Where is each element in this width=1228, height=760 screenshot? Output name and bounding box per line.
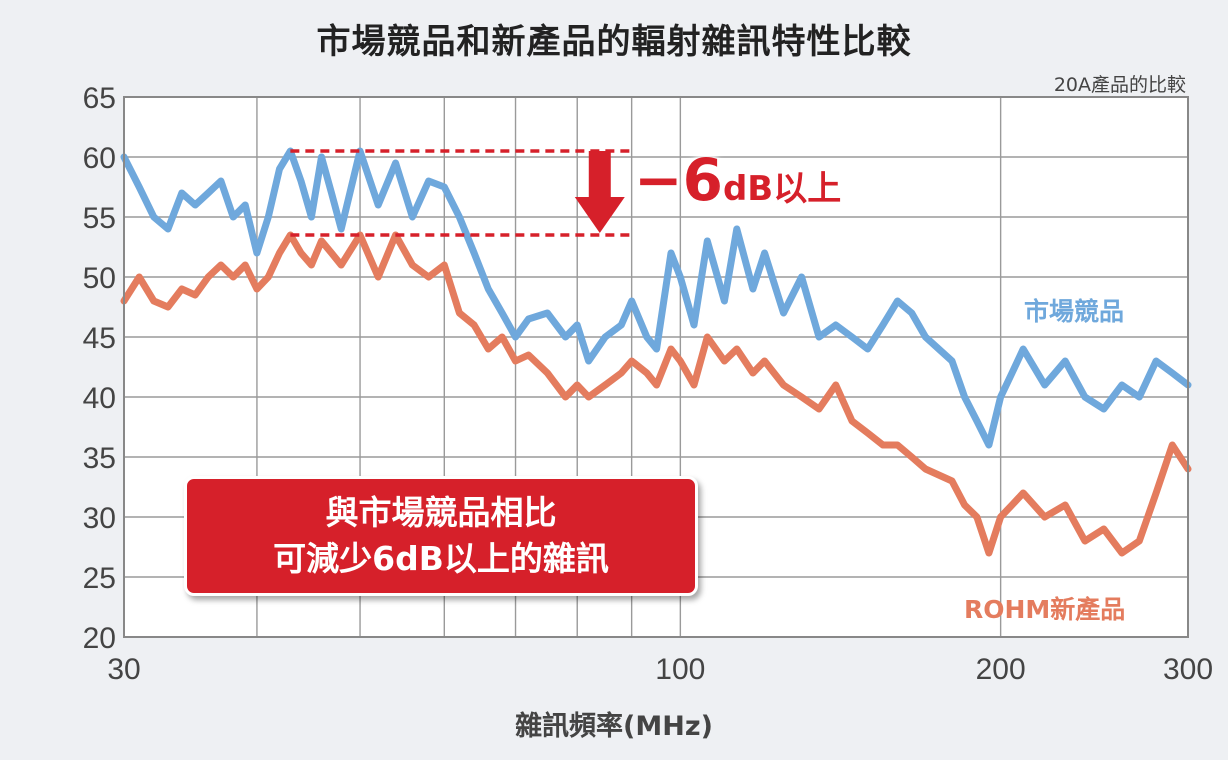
reduction-arrow-head — [574, 197, 625, 233]
legend-rohm-product: ROHM新產品 — [964, 595, 1126, 624]
y-tick-label: 25 — [83, 562, 116, 595]
annotation-layer — [290, 149, 632, 237]
callout-line-1: 與市場競品相比 — [325, 493, 557, 532]
y-tick-label: 20 — [83, 622, 116, 655]
x-tick-label: 100 — [655, 653, 705, 686]
series-line-1 — [120, 231, 1192, 557]
x-axis-label: 雜訊頻率(MHz) — [515, 711, 713, 742]
legend-market-product: 市場競品 — [1024, 297, 1125, 326]
reduction-value: −6 — [634, 146, 723, 214]
chart-subtitle: 20A產品的比較 — [1053, 74, 1186, 96]
y-tick-label: 35 — [83, 442, 116, 475]
callout-box: 與市場競品相比 可減少6dB以上的雜訊 — [184, 476, 698, 596]
y-tick-label: 65 — [83, 82, 116, 115]
series-line-0 — [120, 147, 1192, 449]
x-tick-label: 300 — [1163, 653, 1213, 686]
y-tick-label: 45 — [83, 322, 116, 355]
x-tick-label: 30 — [107, 653, 140, 686]
x-tick-label: 200 — [976, 653, 1026, 686]
reduction-arrow-shaft — [588, 151, 611, 199]
series-layer — [120, 147, 1192, 557]
chart-title: 市場競品和新產品的輻射雜訊特性比較 — [316, 22, 912, 62]
reduction-annotation: −6dB以上 — [634, 146, 841, 214]
y-tick-label: 55 — [83, 202, 116, 235]
y-tick-label: 50 — [83, 262, 116, 295]
plot-border — [123, 96, 1189, 638]
y-tick-label: 40 — [83, 382, 116, 415]
y-tick-label: 60 — [83, 142, 116, 175]
y-tick-label: 30 — [83, 502, 116, 535]
callout-line-2: 可減少6dB以上的雜訊 — [273, 539, 609, 578]
reduction-unit: dB以上 — [722, 169, 842, 209]
axis-ticks: 20 25 30 35 40 45 50 55 60 65 30 100 200 300 — [83, 82, 1213, 686]
